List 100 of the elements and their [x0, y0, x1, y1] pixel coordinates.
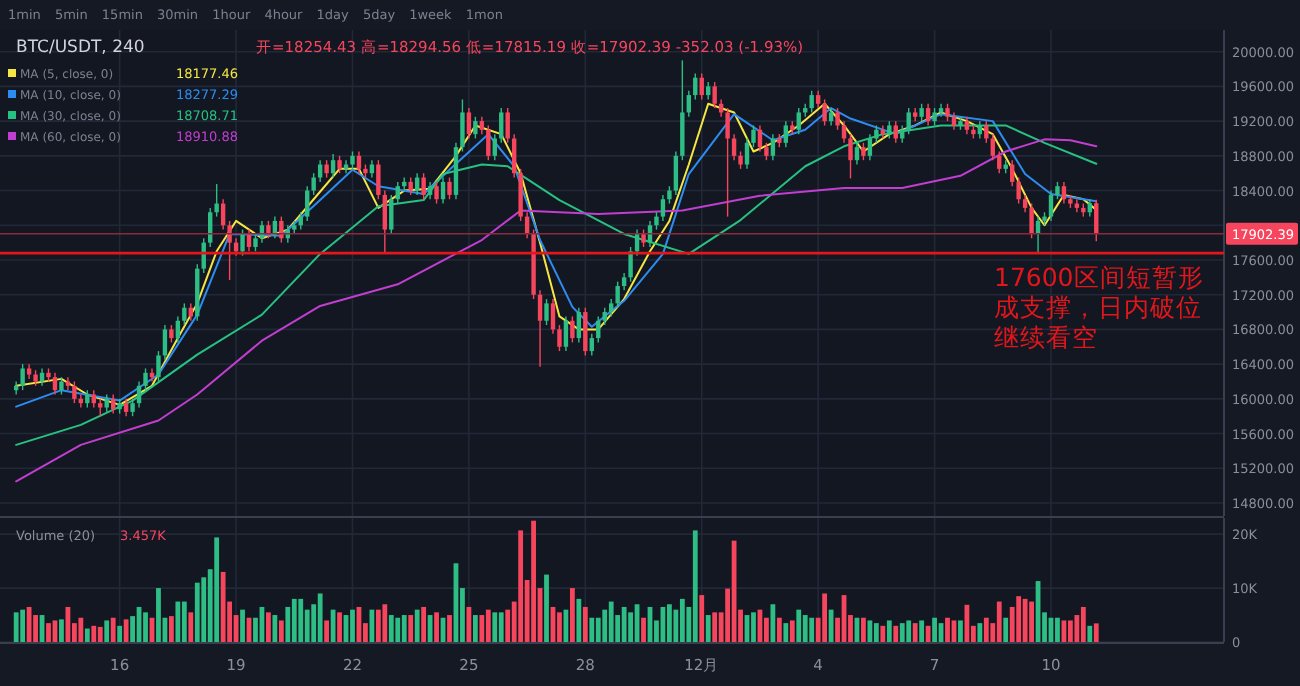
bar	[194, 582, 200, 642]
candlestick	[195, 263, 200, 322]
candlestick	[712, 81, 717, 109]
bar	[395, 617, 401, 642]
candlestick	[783, 120, 789, 148]
candlestick	[925, 103, 931, 127]
bar	[544, 574, 549, 642]
candlestick	[893, 120, 898, 144]
bar	[285, 606, 291, 642]
bar	[59, 619, 64, 642]
bar	[369, 609, 375, 642]
bar	[447, 615, 452, 642]
bar	[783, 623, 789, 642]
bar	[240, 609, 245, 642]
bar	[770, 604, 776, 642]
bar	[78, 617, 84, 642]
candlestick	[389, 194, 394, 235]
bar	[764, 617, 769, 642]
bar	[893, 625, 899, 642]
bar	[796, 609, 802, 642]
bar	[1067, 620, 1073, 642]
bar	[1029, 601, 1034, 642]
bar	[906, 620, 912, 642]
bar	[13, 612, 19, 642]
candlestick	[809, 90, 814, 114]
bar	[97, 626, 103, 642]
candlestick	[466, 107, 472, 140]
candlestick	[20, 363, 25, 391]
bar	[33, 615, 38, 642]
bar	[498, 612, 504, 642]
bar	[375, 609, 381, 642]
bar	[408, 615, 414, 642]
bar	[434, 612, 439, 642]
bar	[266, 612, 271, 642]
bar	[977, 623, 983, 642]
bar	[485, 609, 491, 642]
candlestick	[770, 133, 776, 161]
bar	[110, 617, 116, 642]
candlestick	[421, 172, 426, 200]
bar	[156, 588, 161, 642]
candlestick	[822, 98, 827, 127]
candlestick	[279, 215, 284, 244]
candlestick	[583, 307, 588, 357]
candlestick	[486, 124, 491, 161]
bar	[1087, 625, 1093, 642]
candlestick	[563, 315, 569, 352]
candlestick	[434, 181, 439, 205]
bar	[1003, 617, 1009, 642]
bar	[350, 609, 355, 642]
bar	[479, 615, 485, 642]
bar	[867, 620, 873, 642]
candlestick	[1048, 189, 1054, 222]
bar	[751, 612, 756, 642]
bar	[518, 530, 524, 642]
bar	[505, 609, 511, 642]
bar	[382, 604, 388, 642]
candlestick	[570, 315, 575, 344]
candlestick	[395, 181, 400, 205]
candlestick	[499, 107, 504, 144]
candlestick	[52, 372, 58, 396]
bar	[919, 620, 925, 642]
bar	[608, 601, 614, 642]
candlestick	[744, 137, 750, 170]
candlestick	[725, 107, 730, 218]
bar	[401, 615, 407, 642]
bar	[143, 612, 148, 642]
bar	[117, 625, 123, 642]
bar	[201, 577, 207, 642]
candlestick	[1061, 181, 1067, 205]
bar	[861, 617, 866, 642]
candlestick	[1029, 202, 1034, 239]
bar	[557, 612, 562, 642]
bar	[958, 620, 963, 642]
bar	[168, 616, 174, 642]
bar	[932, 617, 937, 642]
bar	[712, 612, 718, 642]
bar	[388, 615, 394, 642]
candlestick	[414, 172, 420, 196]
bar	[272, 615, 278, 642]
bar	[104, 620, 110, 642]
bar	[789, 620, 795, 642]
bar	[667, 604, 672, 642]
candlestick	[660, 194, 666, 222]
candlestick	[72, 380, 77, 404]
candlestick	[356, 150, 362, 174]
bar	[595, 617, 601, 642]
bar	[1055, 617, 1060, 642]
bar	[602, 609, 608, 642]
candlestick	[1094, 199, 1099, 243]
candlestick	[317, 159, 323, 183]
bar	[899, 623, 905, 642]
candlestick	[576, 307, 582, 344]
candlestick	[330, 153, 336, 179]
bar	[802, 615, 808, 642]
bar	[421, 606, 427, 642]
bar	[983, 617, 989, 642]
candlestick	[447, 176, 452, 200]
annotation: 17600区间短暂形成支撑，日内破位继续看空	[994, 262, 1204, 352]
bar	[699, 595, 705, 642]
bar	[873, 623, 879, 642]
